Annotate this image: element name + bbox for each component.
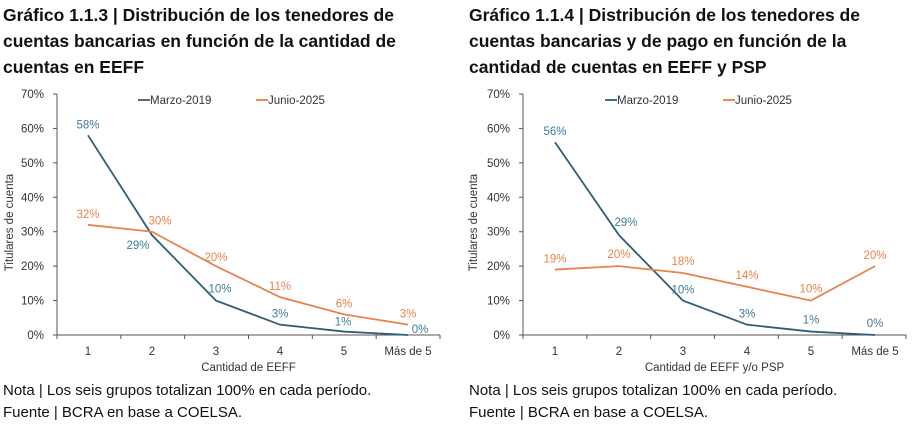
series-line-Marzo-2019 xyxy=(554,141,876,336)
data-label: 30% xyxy=(148,216,171,228)
data-label: 1% xyxy=(803,315,820,327)
data-label: 20% xyxy=(204,252,227,264)
y-tick-label: 60% xyxy=(487,123,510,135)
source: Fuente | BCRA en base a COELSA. xyxy=(469,404,709,421)
x-tick-label: 3 xyxy=(213,346,219,358)
data-label: 14% xyxy=(735,270,758,282)
chart-title-1-1-3: Gráfico 1.1.3 | Distribución de los tene… xyxy=(3,5,396,77)
y-tick-label: 10% xyxy=(487,296,510,308)
data-label: 3% xyxy=(272,309,289,321)
data-label: 3% xyxy=(400,309,417,321)
data-label: 6% xyxy=(336,298,353,310)
x-tick-label: 4 xyxy=(744,346,751,358)
x-tick-label: 1 xyxy=(85,346,91,358)
chart-1-1-3: 0% 10% 20% 30% 40% 50% 60% 70% 1 2 3 4 5 Más de 5 Cant… xyxy=(4,89,441,374)
y-tick-label: 70% xyxy=(21,89,44,101)
x-tick-label: 2 xyxy=(149,346,155,358)
data-label: 10% xyxy=(671,285,694,297)
y-tick-label: 60% xyxy=(21,123,44,135)
legend-label: Marzo-2019 xyxy=(150,95,211,107)
y-tick-label: 30% xyxy=(21,227,44,239)
x-tick-label: 5 xyxy=(341,346,347,358)
series-line-Junio-2025 xyxy=(554,265,876,302)
data-label: 0% xyxy=(867,318,884,330)
note: Nota | Los seis grupos totalizan 100% en… xyxy=(469,382,838,399)
data-label: 29% xyxy=(614,217,637,229)
x-tick-label: Más de 5 xyxy=(851,346,898,358)
y-tick-label: 20% xyxy=(21,261,44,273)
y-tick-label: 40% xyxy=(487,192,510,204)
data-label: 19% xyxy=(543,254,566,266)
y-tick-label: 50% xyxy=(487,158,510,170)
y-tick-label: 20% xyxy=(487,261,510,273)
data-label: 20% xyxy=(863,250,886,262)
data-label: 32% xyxy=(76,209,99,221)
data-label: 29% xyxy=(126,240,149,252)
legend-label: Junio-2025 xyxy=(268,95,325,107)
data-label: 18% xyxy=(671,256,694,268)
x-axis-label: Cantidad de EEFF xyxy=(201,362,296,374)
x-tick-label: Más de 5 xyxy=(384,346,431,358)
y-tick-label: 10% xyxy=(21,296,44,308)
legend-label: Marzo-2019 xyxy=(617,95,678,107)
series-line-Junio-2025 xyxy=(87,223,409,326)
y-axis-label: Titulares de cuenta xyxy=(468,173,480,271)
x-tick-label: 3 xyxy=(680,346,686,358)
x-tick-label: 4 xyxy=(277,346,284,358)
footnote-1-1-4: Nota | Los seis grupos totalizan 100% en… xyxy=(469,380,837,424)
note: Nota | Los seis grupos totalizan 100% en… xyxy=(3,382,372,399)
data-label: 10% xyxy=(799,284,822,296)
data-label: 58% xyxy=(76,119,99,131)
y-axis-label: Titulares de cuenta xyxy=(4,173,16,271)
footnote-1-1-3: Nota | Los seis grupos totalizan 100% en… xyxy=(3,380,371,424)
series-line-Marzo-2019 xyxy=(87,134,409,336)
data-label: 20% xyxy=(607,249,630,261)
data-label: 3% xyxy=(739,309,756,321)
y-tick-label: 40% xyxy=(21,192,44,204)
chart-1-1-4: 0% 10% 20% 30% 40% 50% 60% 70% 1 2 3 4 5 Más de 5 Cant… xyxy=(468,89,907,374)
data-label: 10% xyxy=(208,284,231,296)
data-label: 1% xyxy=(335,317,352,329)
data-label: 11% xyxy=(269,281,291,293)
x-tick-label: 1 xyxy=(552,346,558,358)
x-tick-label: 5 xyxy=(808,346,814,358)
data-label: 0% xyxy=(412,324,429,336)
y-tick-label: 0% xyxy=(27,330,44,342)
x-tick-label: 2 xyxy=(616,346,622,358)
y-tick-label: 50% xyxy=(21,158,44,170)
data-label: 56% xyxy=(543,126,566,138)
chart-title-1-1-4: Gráfico 1.1.4 | Distribución de los tene… xyxy=(469,5,860,77)
y-tick-label: 70% xyxy=(487,89,510,101)
y-tick-label: 30% xyxy=(487,227,510,239)
y-tick-label: 0% xyxy=(493,330,510,342)
x-axis-label: Cantidad de EEFF y/o PSP xyxy=(645,362,785,374)
legend-label: Junio-2025 xyxy=(735,95,792,107)
source: Fuente | BCRA en base a COELSA. xyxy=(3,404,243,421)
